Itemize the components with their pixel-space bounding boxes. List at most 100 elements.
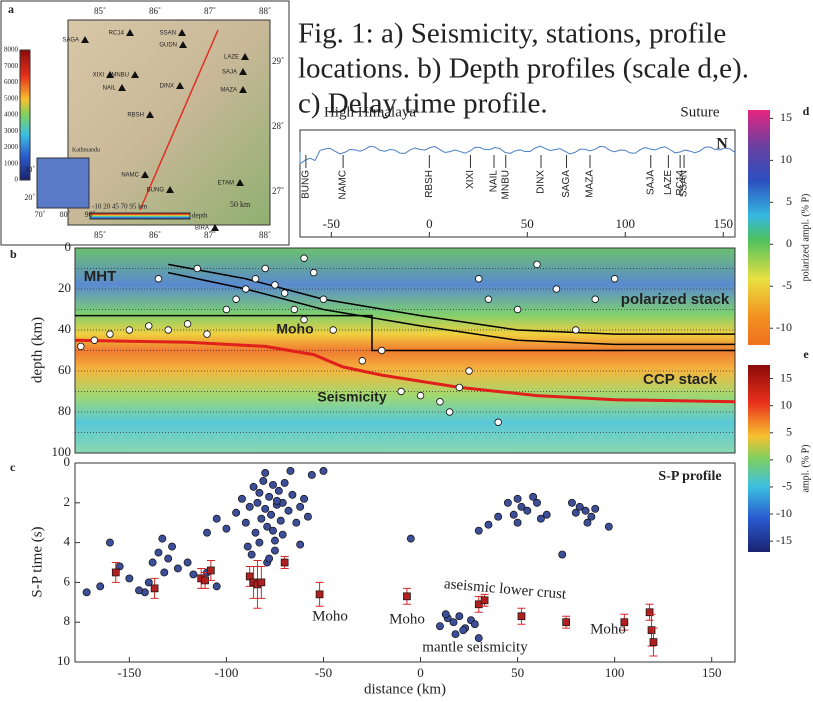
event xyxy=(435,622,444,631)
event xyxy=(517,502,526,511)
elevation-tick: 5000 xyxy=(4,94,19,102)
event xyxy=(513,305,522,314)
event xyxy=(189,570,198,579)
station-marker xyxy=(239,68,247,75)
event xyxy=(474,634,483,643)
event xyxy=(271,281,279,289)
station-marker xyxy=(241,53,249,60)
event xyxy=(158,534,167,543)
event xyxy=(503,498,512,507)
y-tick-label: 20 xyxy=(58,280,71,295)
profile-frame xyxy=(299,129,736,238)
event xyxy=(164,554,173,563)
event xyxy=(319,295,328,303)
lon-label: 88˚ xyxy=(259,230,271,240)
panel-label: b xyxy=(10,247,17,261)
moho-point xyxy=(480,596,489,605)
event xyxy=(300,494,309,503)
station-marker xyxy=(118,84,126,91)
colorbar-label: ampl. (% P) xyxy=(800,444,811,492)
event xyxy=(572,326,580,334)
moho-point xyxy=(620,618,629,627)
event xyxy=(513,518,522,527)
event xyxy=(542,510,551,519)
y-tick-label: 10 xyxy=(57,653,70,668)
x-tick-label: 50 xyxy=(511,665,524,680)
event xyxy=(583,518,592,527)
event xyxy=(465,367,473,375)
event xyxy=(148,558,157,567)
event xyxy=(82,588,91,597)
event xyxy=(604,522,613,531)
event xyxy=(445,408,454,416)
lon-label: 86˚ xyxy=(149,6,161,16)
station-name: MNBU xyxy=(500,170,511,199)
station-label: XIXI xyxy=(93,73,105,79)
station-name: DINX xyxy=(536,170,547,194)
event xyxy=(451,630,460,639)
colorbar xyxy=(748,365,770,552)
event xyxy=(441,610,450,619)
annotation: aseismic lower crust xyxy=(443,576,567,603)
station-name: SAGA xyxy=(561,170,572,198)
y-tick-label: 0 xyxy=(65,239,72,254)
event xyxy=(533,260,541,269)
colorbar-tick-label: -10 xyxy=(776,506,792,520)
colorbar-label: polarized ampl. (% P) xyxy=(800,194,811,282)
y-tick-label: 60 xyxy=(58,362,71,377)
event xyxy=(203,330,211,338)
event xyxy=(154,548,163,557)
lon-label: 87˚ xyxy=(204,230,216,240)
event xyxy=(160,568,169,577)
elevation-bar xyxy=(19,49,31,181)
colorbar-tick-label: 0 xyxy=(786,236,792,250)
event xyxy=(183,558,192,567)
station-name: LAZE xyxy=(663,170,674,195)
event xyxy=(168,542,177,551)
station-label: LAZE xyxy=(224,55,239,61)
colorbar-tick-label: 0 xyxy=(786,452,792,466)
event xyxy=(591,504,600,513)
x-tick-label: 50 xyxy=(521,216,534,231)
moho-point xyxy=(257,578,266,587)
x-tick-label: -50 xyxy=(323,216,340,231)
event xyxy=(280,478,289,487)
station-marker xyxy=(211,224,219,231)
event xyxy=(575,502,584,511)
event xyxy=(261,504,270,513)
station-label: SSAN xyxy=(160,31,176,37)
x-tick-label: 100 xyxy=(605,665,625,680)
colorbar-tick-label: -10 xyxy=(776,320,792,334)
station-marker xyxy=(146,111,154,118)
lon-label: 88˚ xyxy=(259,6,271,16)
lon-label: 86˚ xyxy=(149,230,161,240)
event xyxy=(261,264,269,273)
annotation: Moho xyxy=(312,608,348,624)
annotation: N xyxy=(716,136,728,153)
elevation-tick: 4000 xyxy=(4,111,19,119)
moho-point xyxy=(150,584,159,593)
event xyxy=(222,305,231,314)
station-label: DINX xyxy=(160,84,174,90)
profile-line xyxy=(74,338,736,404)
event xyxy=(251,275,260,283)
lon-label: 85˚ xyxy=(94,6,106,16)
station-marker xyxy=(166,186,174,193)
event xyxy=(329,326,337,334)
event xyxy=(164,326,172,334)
elevation-tick: 7000 xyxy=(4,62,19,70)
event xyxy=(265,554,274,563)
y-tick-label: 6 xyxy=(64,573,71,588)
x-tick-label: 0 xyxy=(417,665,424,680)
event xyxy=(290,305,299,314)
scatter-frame xyxy=(74,462,736,663)
event xyxy=(286,467,295,475)
x-tick-label: 150 xyxy=(702,665,722,680)
event xyxy=(193,264,201,273)
event xyxy=(96,582,105,591)
colorbar-tick-label: 5 xyxy=(786,425,792,439)
event xyxy=(154,275,163,283)
moho-point xyxy=(647,626,656,635)
event xyxy=(558,550,567,559)
lat-label: 29˚ xyxy=(272,56,284,66)
